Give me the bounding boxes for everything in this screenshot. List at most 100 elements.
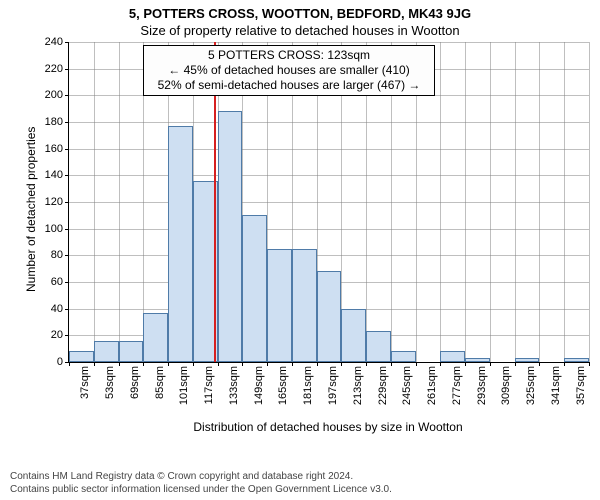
histogram-bar <box>292 249 317 362</box>
xtick-label: 341sqm <box>550 366 562 405</box>
xtick-label: 357sqm <box>575 366 587 405</box>
xtick-label: 245sqm <box>401 366 413 405</box>
xtick-label: 277sqm <box>451 366 463 405</box>
histogram-bar <box>440 351 465 362</box>
gridline-v <box>515 42 516 362</box>
xtick-mark <box>143 362 144 366</box>
footer-attribution: Contains HM Land Registry data © Crown c… <box>10 471 392 496</box>
xtick-mark <box>242 362 243 366</box>
gridline-v <box>564 42 565 362</box>
xtick-mark <box>366 362 367 366</box>
xtick-label: 117sqm <box>203 366 215 404</box>
ytick-label: 240 <box>45 36 69 48</box>
annotation-line: 5 POTTERS CROSS: 123sqm <box>150 48 428 63</box>
xtick-mark <box>589 362 590 366</box>
xtick-mark <box>292 362 293 366</box>
ytick-label: 140 <box>45 169 69 181</box>
histogram-bar <box>317 271 342 362</box>
histogram-bar <box>391 351 416 362</box>
gridline-h <box>69 122 589 123</box>
gridline-v <box>465 42 466 362</box>
histogram-chart: 02040608010012014016018020022024037sqm53… <box>10 42 590 452</box>
ytick-label: 180 <box>45 116 69 128</box>
xtick-mark <box>267 362 268 366</box>
xtick-label: 53sqm <box>104 366 116 399</box>
xtick-mark <box>490 362 491 366</box>
xtick-mark <box>218 362 219 366</box>
xtick-label: 229sqm <box>377 366 389 405</box>
ytick-label: 40 <box>51 303 69 315</box>
gridline-v <box>490 42 491 362</box>
page-title-sub: Size of property relative to detached ho… <box>10 23 590 38</box>
gridline-h <box>69 175 589 176</box>
xtick-mark <box>193 362 194 366</box>
xtick-label: 101sqm <box>178 366 190 405</box>
xtick-mark <box>539 362 540 366</box>
ytick-label: 200 <box>45 89 69 101</box>
xtick-label: 85sqm <box>154 366 166 399</box>
histogram-bar <box>267 249 292 362</box>
ytick-label: 80 <box>51 249 69 261</box>
histogram-bar <box>119 341 144 362</box>
gridline-h <box>69 229 589 230</box>
xtick-mark <box>391 362 392 366</box>
xtick-label: 149sqm <box>253 366 265 405</box>
gridline-h <box>69 42 589 43</box>
histogram-bar <box>168 126 193 362</box>
xtick-label: 261sqm <box>426 366 438 405</box>
xtick-label: 325sqm <box>525 366 537 405</box>
xtick-label: 309sqm <box>500 366 512 405</box>
xtick-mark <box>168 362 169 366</box>
histogram-bar <box>341 309 366 362</box>
histogram-bar <box>564 358 589 362</box>
ytick-label: 60 <box>51 276 69 288</box>
xtick-label: 37sqm <box>79 366 91 399</box>
ytick-label: 160 <box>45 143 69 155</box>
xtick-mark <box>564 362 565 366</box>
xtick-mark <box>317 362 318 366</box>
xtick-label: 293sqm <box>476 366 488 405</box>
y-axis-label: Number of detached properties <box>24 127 38 292</box>
footer-line-1: Contains HM Land Registry data © Crown c… <box>10 471 392 484</box>
ytick-label: 100 <box>45 223 69 235</box>
gridline-h <box>69 149 589 150</box>
gridline-v <box>440 42 441 362</box>
annotation-line: 52% of semi-detached houses are larger (… <box>150 78 428 93</box>
xtick-label: 69sqm <box>129 366 141 399</box>
histogram-bar <box>366 331 391 362</box>
histogram-bar <box>465 358 490 362</box>
histogram-bar <box>69 351 94 362</box>
xtick-mark <box>465 362 466 366</box>
xtick-mark <box>119 362 120 366</box>
histogram-bar <box>515 358 540 362</box>
page-title-address: 5, POTTERS CROSS, WOOTTON, BEDFORD, MK43… <box>10 6 590 21</box>
xtick-mark <box>440 362 441 366</box>
xtick-mark <box>416 362 417 366</box>
histogram-bar <box>242 215 267 362</box>
ytick-label: 120 <box>45 196 69 208</box>
gridline-v <box>539 42 540 362</box>
gridline-h <box>69 202 589 203</box>
xtick-label: 213sqm <box>352 366 364 405</box>
xtick-label: 181sqm <box>302 366 314 405</box>
xtick-mark <box>69 362 70 366</box>
xtick-mark <box>515 362 516 366</box>
footer-line-2: Contains public sector information licen… <box>10 484 392 497</box>
histogram-bar <box>143 313 168 362</box>
xtick-mark <box>94 362 95 366</box>
gridline-v <box>94 42 95 362</box>
ytick-label: 20 <box>51 329 69 341</box>
histogram-bar <box>218 111 243 362</box>
annotation-line: ← 45% of detached houses are smaller (41… <box>150 63 428 78</box>
gridline-v <box>589 42 590 362</box>
plot-area: 02040608010012014016018020022024037sqm53… <box>68 42 589 363</box>
x-axis-label: Distribution of detached houses by size … <box>68 420 588 434</box>
annotation-box: 5 POTTERS CROSS: 123sqm← 45% of detached… <box>143 45 435 96</box>
xtick-label: 133sqm <box>228 366 240 405</box>
gridline-h <box>69 255 589 256</box>
histogram-bar <box>94 341 119 362</box>
xtick-label: 197sqm <box>327 366 339 405</box>
ytick-label: 0 <box>57 356 69 368</box>
gridline-v <box>119 42 120 362</box>
xtick-mark <box>341 362 342 366</box>
